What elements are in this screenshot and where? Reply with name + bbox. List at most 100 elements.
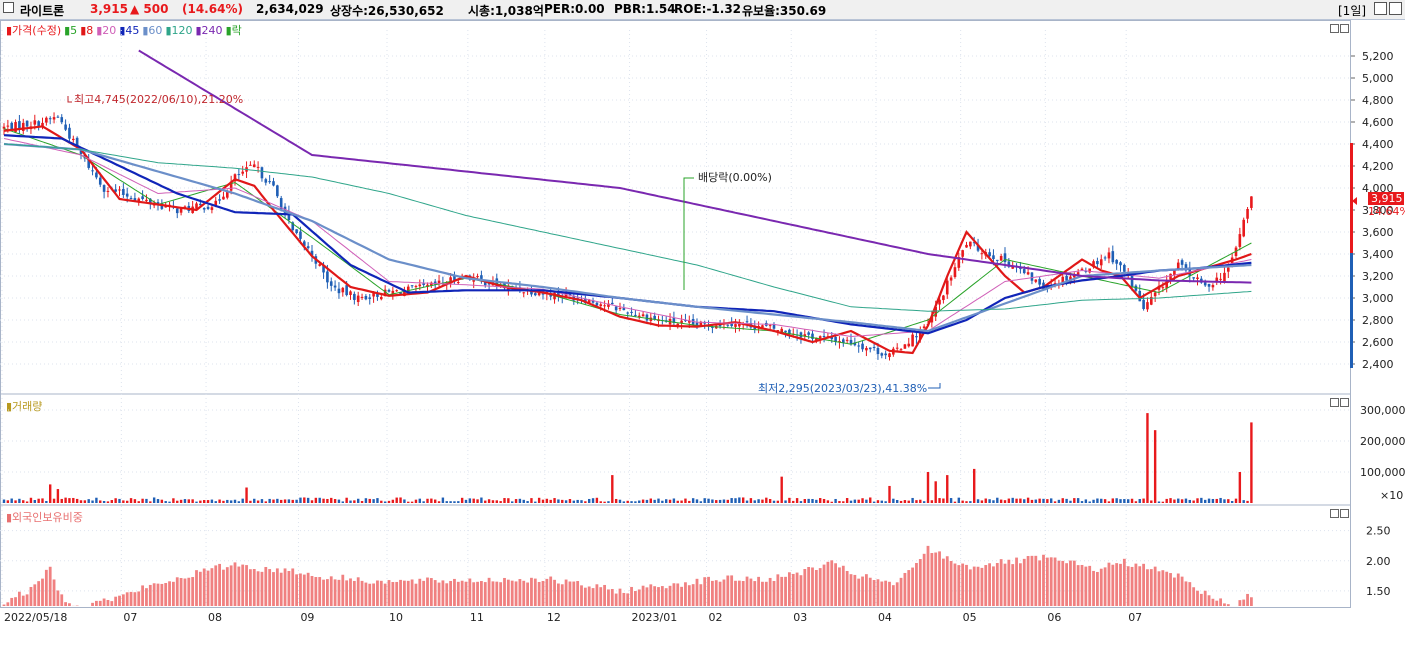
foreign-bar [198,571,202,606]
candle-body [830,336,834,340]
candle-body [807,332,810,335]
volume-bar [218,499,221,503]
date-axis-label: 07 [123,611,137,624]
foreign-bar [826,561,830,606]
candle-body [156,202,160,205]
volume-bar [645,499,649,503]
volume-bar [102,500,106,503]
period-button[interactable]: [1일] [1338,4,1367,18]
volume-legend[interactable]: ▮거래량 [6,400,43,413]
legend-ma20[interactable]: ▮20 [96,24,117,37]
candle-body [457,282,460,284]
price-axis-label: 4,800 [1362,94,1394,107]
candle-body [376,292,379,297]
price-axis-label: 3,400 [1362,248,1394,261]
restore-icon[interactable] [1374,2,1387,15]
foreign-bar [310,575,314,606]
volume-bar [1026,497,1030,503]
legend-ma8[interactable]: ▮8 [80,24,94,37]
foreign-bar [33,584,37,606]
foreign-bar [160,583,164,606]
volume-bar [1242,500,1245,503]
candle-body [930,316,934,323]
ma240-line [138,49,1252,284]
foreign-bar [179,578,183,606]
foreign-bar [560,584,564,606]
candle-body [52,117,56,120]
foreign-minimize-icon[interactable] [1330,509,1339,518]
candle-body [730,323,733,327]
volume-bar [199,500,202,503]
candle-body [838,340,841,343]
stock-name: 라이트론 [20,4,65,18]
legend-price[interactable]: ▮가격(수정) [6,24,62,37]
volume-maximize-icon[interactable] [1340,398,1349,407]
candle-body [1176,262,1180,270]
foreign-bar [148,584,152,606]
legend-ma45[interactable]: ▮45 [119,24,140,37]
close-icon[interactable] [1389,2,1402,15]
panel-maximize-icon[interactable] [1340,24,1349,33]
foreign-bar [1199,593,1203,606]
legend-ma5[interactable]: ▮5 [64,24,78,37]
foreign-bar [341,574,345,606]
volume-unit: ×10 [1380,489,1403,502]
volume-bar [41,498,44,503]
volume-bar [79,500,83,503]
foreign-bar [580,585,583,606]
panel-minimize-icon[interactable] [1330,24,1339,33]
foreign-bar [472,582,476,606]
ma8-line [3,125,1252,355]
volume-value: 2,634,029 [256,2,324,16]
foreign-bar [145,588,148,606]
candle-body [688,320,691,323]
foreign-bar [1034,555,1038,606]
foreign-bar [426,577,429,606]
candle-body [129,197,133,200]
candle-body [426,284,429,287]
foreign-bar [1153,566,1157,606]
select-checkbox[interactable] [3,2,14,13]
volume-bar [1173,499,1176,503]
foreign-bar [595,584,599,606]
candle-body [272,181,275,186]
volume-bar [260,499,264,503]
volume-bar [969,501,972,503]
legend-ma240[interactable]: ▮240 [195,24,223,37]
candle-body [899,349,903,351]
candle-body [1111,251,1115,263]
candle-body [210,207,214,210]
volume-bar [349,500,352,503]
volume-bar [749,498,753,503]
volume-bar [503,498,506,503]
foreign-bar [830,560,834,606]
volume-bar [903,500,907,503]
volume-bar [318,497,321,503]
foreign-bar [453,578,456,606]
foreign-bar [533,578,537,606]
price-axis-label: 3,600 [1362,226,1394,239]
volume-bar [237,501,241,503]
price-axis-label: 3,200 [1362,270,1394,283]
candle-body [945,280,949,295]
foreign-bar [818,568,822,606]
volume-minimize-icon[interactable] [1330,398,1339,407]
volume-bar [930,500,934,503]
foreign-bar [814,570,818,606]
volume-bar [206,500,210,503]
foreign-bar [391,582,395,606]
foreign-bar [630,586,633,606]
volume-bar [495,500,498,503]
legend-ma120[interactable]: ▮120 [165,24,193,37]
volume-bar [911,497,914,503]
foreign-maximize-icon[interactable] [1340,509,1349,518]
foreign-bar [6,602,10,606]
foreign-bar [1215,600,1219,606]
volume-bar [191,499,194,503]
legend-ma60[interactable]: ▮60 [142,24,163,37]
foreign-legend[interactable]: ▮외국인보유비중 [6,511,83,524]
foreign-bar [503,577,506,606]
high-annotation: 최고4,745(2022/06/10),21.20% [67,93,243,106]
foreign-bar [730,575,734,606]
legend-ex[interactable]: ▮락 [225,24,242,37]
